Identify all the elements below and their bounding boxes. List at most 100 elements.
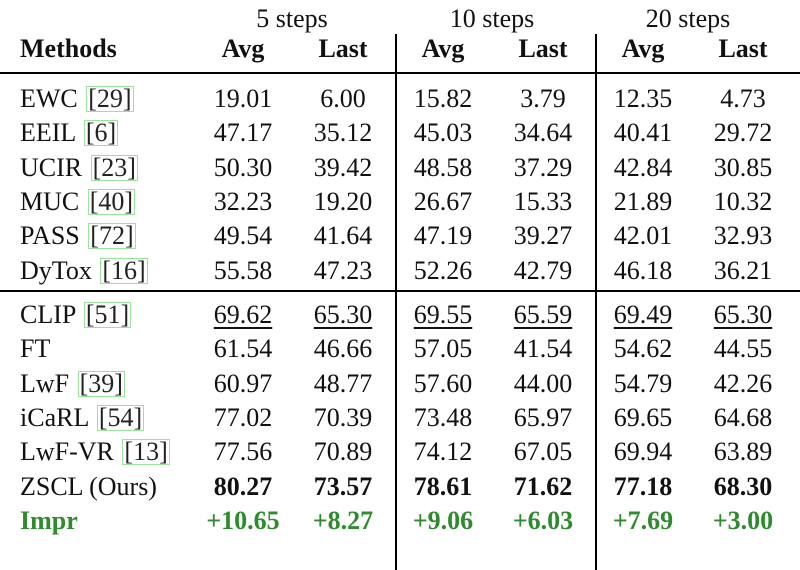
value-text: 21.89 [613, 187, 673, 216]
value-text: 74.12 [413, 437, 473, 466]
value-text: 42.26 [713, 369, 773, 398]
results-table: 5 steps 10 steps 20 steps Methods Avg La… [0, 4, 800, 570]
method-label: LwF [20, 369, 70, 398]
citation-link[interactable]: [54] [96, 403, 145, 432]
citation-link[interactable]: [6] [83, 118, 119, 147]
method-name: PASS [72] [20, 221, 136, 251]
value-cell: 77.56 [188, 437, 298, 467]
method-label: Impr [20, 506, 78, 535]
value-cell: 19.01 [188, 84, 298, 114]
method-label: EWC [20, 84, 78, 113]
value-text: 19.20 [313, 187, 373, 216]
value-cell: 21.89 [588, 187, 698, 217]
value-cell: +10.65 [188, 506, 298, 536]
value-cell: 48.58 [388, 153, 498, 183]
citation-link[interactable]: [51] [83, 300, 132, 329]
value-cell: 65.30 [688, 300, 798, 330]
citation-link[interactable]: [29] [86, 84, 134, 113]
value-text: 35.12 [313, 118, 373, 147]
value-cell: 3.79 [488, 84, 598, 114]
value-cell: 60.97 [188, 369, 298, 399]
method-name: UCIR [23] [20, 153, 138, 183]
value-cell: 46.18 [588, 256, 698, 286]
method-name: EWC [29] [20, 84, 134, 114]
value-cell: 70.89 [288, 437, 398, 467]
value-cell: 52.26 [388, 256, 498, 286]
value-text: 77.18 [613, 472, 673, 501]
citation-link[interactable]: [13] [122, 437, 170, 466]
method-name: FT [20, 334, 50, 364]
citation-link[interactable]: [39] [77, 369, 125, 398]
value-cell: 47.19 [388, 221, 498, 251]
value-text: 47.17 [213, 118, 273, 147]
value-cell: +7.69 [588, 506, 698, 536]
value-cell: 15.82 [388, 84, 498, 114]
value-text: 46.66 [313, 334, 373, 363]
value-text: 46.18 [613, 256, 673, 285]
value-cell: 12.35 [588, 84, 698, 114]
value-text: 73.48 [413, 403, 473, 432]
method-name: LwF-VR [13] [20, 437, 170, 467]
value-text: +6.03 [512, 506, 574, 535]
citation-link[interactable]: [40] [87, 187, 136, 216]
subheader-last-10: Last [518, 34, 568, 63]
method-name: EEIL [6] [20, 118, 119, 148]
value-cell: 42.79 [488, 256, 598, 286]
method-name: MUC [40] [20, 187, 136, 217]
value-cell: 42.84 [588, 153, 698, 183]
rule-block-separator [0, 290, 800, 292]
value-text: 54.79 [613, 369, 673, 398]
value-cell: 39.42 [288, 153, 398, 183]
value-text: 4.73 [720, 84, 766, 113]
value-text: 44.00 [513, 369, 573, 398]
value-text: 42.84 [613, 153, 673, 182]
value-text: 6.00 [320, 84, 366, 113]
value-text: 69.94 [613, 437, 673, 466]
value-cell: 30.85 [688, 153, 798, 183]
method-label: ZSCL (Ours) [20, 472, 157, 501]
value-text: 77.02 [213, 403, 273, 432]
value-text: 32.93 [713, 221, 773, 250]
value-cell: 44.00 [488, 369, 598, 399]
value-cell: 32.23 [188, 187, 298, 217]
value-cell: 54.79 [588, 369, 698, 399]
value-cell: 71.62 [488, 472, 598, 502]
value-cell: 32.93 [688, 221, 798, 251]
citation-link[interactable]: [16] [100, 256, 148, 285]
value-text: 12.35 [613, 84, 673, 113]
method-label: PASS [20, 221, 80, 250]
subheader-last-20: Last [718, 34, 768, 63]
method-label: MUC [20, 187, 80, 216]
value-cell: 39.27 [488, 221, 598, 251]
value-text: 34.64 [513, 118, 573, 147]
subheader-avg-20: Avg [621, 34, 665, 63]
value-text: 42.01 [613, 221, 673, 250]
value-text: 15.33 [513, 187, 573, 216]
value-text: 64.68 [713, 403, 773, 432]
method-name: ZSCL (Ours) [20, 472, 157, 502]
value-cell: 68.30 [688, 472, 798, 502]
value-text: 3.79 [520, 84, 566, 113]
value-text: 48.58 [413, 153, 473, 182]
value-cell: 46.66 [288, 334, 398, 364]
subheader-last-5: Last [318, 34, 368, 63]
value-text: 65.30 [713, 300, 773, 329]
value-text: 36.21 [713, 256, 773, 285]
value-text: 15.82 [413, 84, 473, 113]
value-cell: 26.67 [388, 187, 498, 217]
value-text: 69.55 [413, 300, 473, 329]
citation-link[interactable]: [72] [88, 221, 136, 250]
value-cell: 44.55 [688, 334, 798, 364]
value-cell: 55.58 [188, 256, 298, 286]
value-text: +3.00 [712, 506, 774, 535]
value-cell: 45.03 [388, 118, 498, 148]
value-cell: 77.02 [188, 403, 298, 433]
value-text: 47.23 [313, 256, 373, 285]
value-text: 52.26 [413, 256, 473, 285]
value-text: 70.39 [313, 403, 373, 432]
citation-link[interactable]: [23] [90, 153, 138, 182]
value-text: 39.42 [313, 153, 373, 182]
value-cell: 10.32 [688, 187, 798, 217]
value-text: +7.69 [612, 506, 674, 535]
value-cell: 61.54 [188, 334, 298, 364]
